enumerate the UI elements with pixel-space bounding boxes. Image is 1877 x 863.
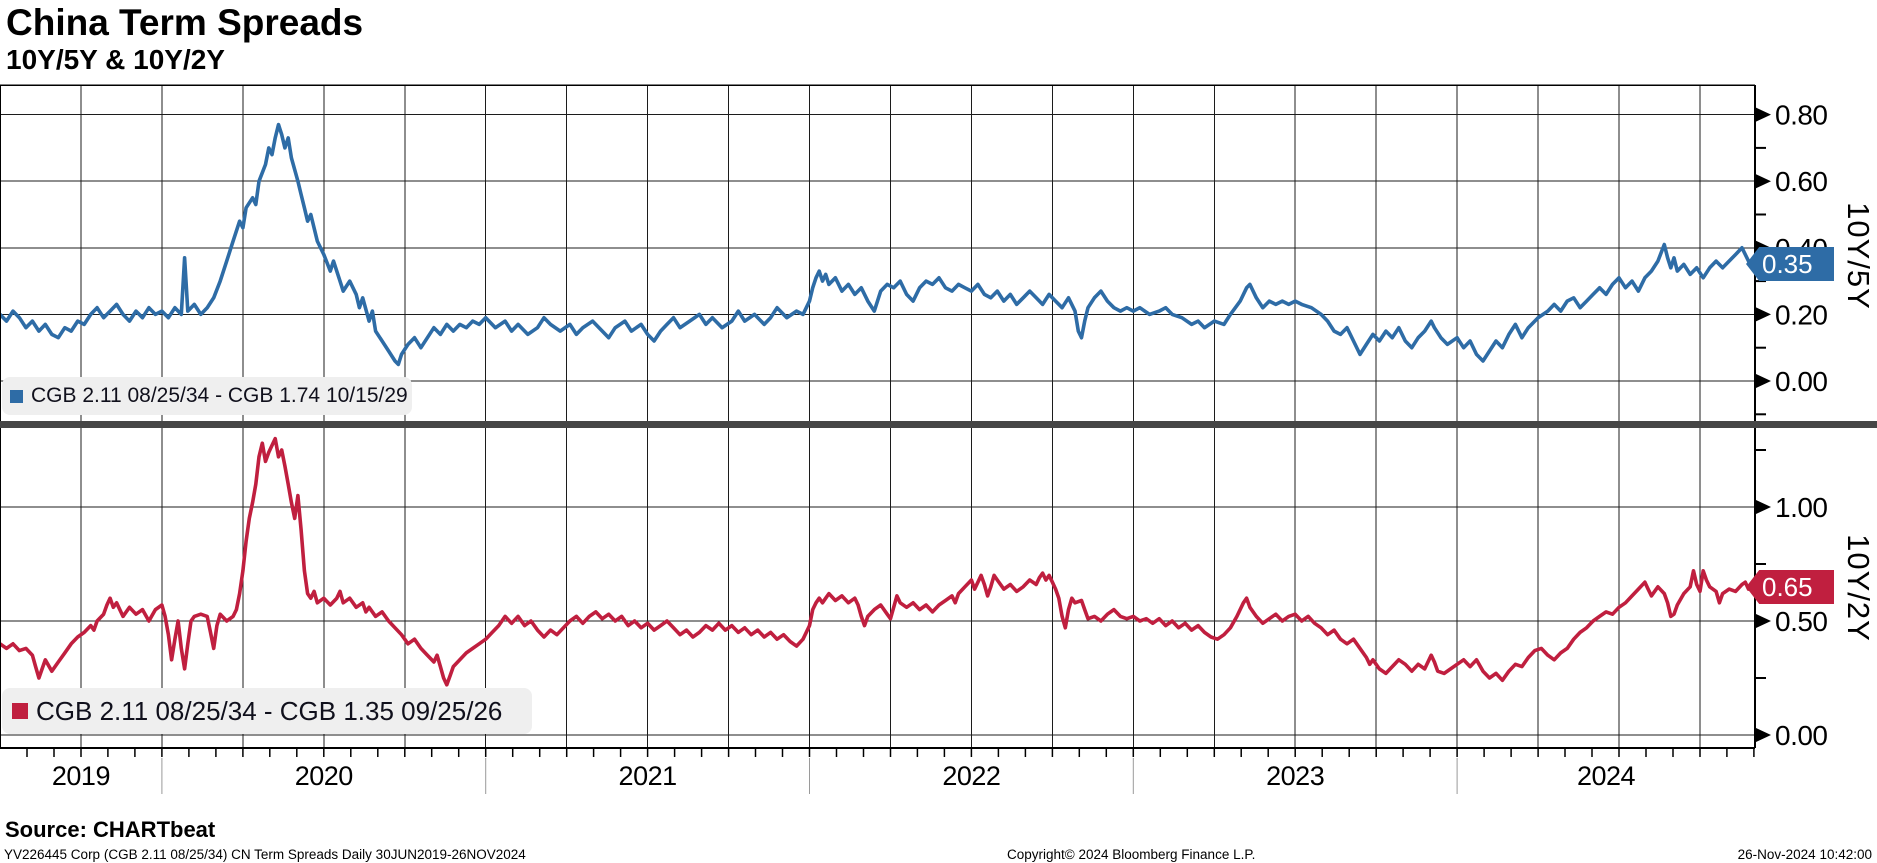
y-tick-label: 0.80	[1775, 100, 1828, 131]
page-subtitle: 10Y/5Y & 10Y/2Y	[6, 44, 225, 75]
x-axis-year-label: 2022	[942, 761, 1001, 791]
axis-arrow-icon	[1756, 307, 1771, 322]
last-value-badge-10y2y: 0.65	[1746, 570, 1834, 604]
series-line-10y-5y[interactable]	[0, 122, 1757, 367]
y-tick-label: 0.60	[1775, 166, 1828, 197]
last-value-text: 0.65	[1762, 572, 1813, 602]
y-axis-title-10y2y: 10Y/2Y	[1841, 534, 1876, 642]
status-bar: YV226445 Corp (CGB 2.11 08/25/34) CN Ter…	[0, 845, 1877, 863]
legend-label: CGB 2.11 08/25/34 - CGB 1.74 10/15/29	[31, 384, 408, 407]
panel-divider	[0, 421, 1877, 428]
series-line-10y-2y[interactable]	[0, 436, 1757, 687]
legend-10y2y[interactable]: CGB 2.11 08/25/34 - CGB 1.35 09/25/26	[2, 688, 532, 734]
legend-swatch-icon	[10, 389, 23, 403]
axis-arrow-icon	[1756, 500, 1771, 514]
legend-swatch-icon	[12, 703, 28, 719]
y-tick-label: 0.20	[1775, 299, 1828, 330]
status-copyright: Copyright© 2024 Bloomberg Finance L.P.	[1007, 847, 1256, 862]
page-title: China Term Spreads	[6, 2, 364, 43]
x-axis-year-label: 2023	[1266, 761, 1325, 791]
y-tick-label: 1.00	[1775, 492, 1828, 523]
x-axis-year-label: 2019	[51, 761, 111, 791]
axis-arrow-icon	[1756, 107, 1771, 122]
x-axis-year-label: 2021	[618, 761, 678, 791]
x-axis-year-label: 2020	[294, 761, 354, 791]
y-axis-title-10y5y: 10Y/5Y	[1841, 202, 1876, 310]
axis-arrow-icon	[1756, 374, 1771, 388]
y-tick-label: 0.00	[1775, 720, 1828, 751]
y-tick-label: 0.00	[1775, 366, 1828, 397]
status-timestamp: 26-Nov-2024 10:42:00	[1737, 847, 1872, 862]
status-security-info: YV226445 Corp (CGB 2.11 08/25/34) CN Ter…	[4, 847, 526, 862]
x-axis-year-label: 2024	[1577, 761, 1636, 791]
y-tick-label: 0.50	[1775, 606, 1828, 637]
last-value-badge-10y5y: 0.35	[1746, 247, 1834, 281]
axis-arrow-icon	[1756, 174, 1771, 189]
last-value-text: 0.35	[1762, 249, 1813, 279]
source-label: Source: CHARTbeat	[5, 817, 216, 842]
legend-label: CGB 2.11 08/25/34 - CGB 1.35 09/25/26	[36, 695, 503, 726]
axis-arrow-icon	[1756, 728, 1771, 742]
legend-10y5y[interactable]: CGB 2.11 08/25/34 - CGB 1.74 10/15/29	[2, 377, 412, 415]
axis-arrow-icon	[1756, 614, 1771, 628]
